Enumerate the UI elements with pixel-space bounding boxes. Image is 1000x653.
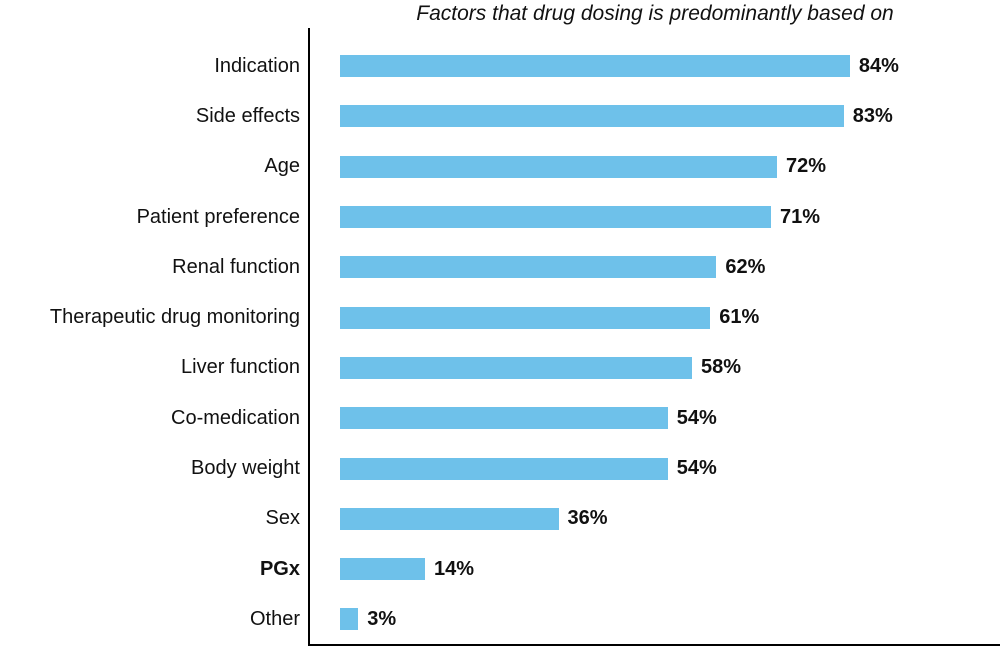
value-label: 54% [676,406,717,429]
bar [340,256,717,279]
bar-row: Renal function 62% [0,242,1000,292]
bar-row: Other 3% [0,594,1000,644]
bar [340,105,844,128]
value-label: 58% [701,356,742,379]
bar-row: Liver function 58% [0,343,1000,393]
bar-area: 36% [310,507,1000,530]
bar-area: 83% [310,105,1000,128]
bar-area: 84% [310,55,1000,78]
bar [340,155,778,178]
bar-row: Age 72% [0,142,1000,192]
bar-row: PGx 14% [0,544,1000,594]
category-label: PGx [259,557,300,580]
bar [340,558,425,581]
bar-row: Indication 84% [0,41,1000,91]
bar [340,306,711,329]
bar-area: 54% [310,407,1000,430]
bar-row: Co-medication 54% [0,393,1000,443]
bar [340,55,850,78]
bar [340,407,668,430]
bar-area: 54% [310,457,1000,480]
value-label: 36% [567,507,608,530]
category-label: Renal function [172,255,300,278]
bar-area: 71% [310,206,1000,229]
chart-title: Factors that drug dosing is predominantl… [416,2,894,25]
bar-rows: Indication 84% Side effects 83% Age 72% Patien… [0,28,1000,645]
category-label: Age [264,155,300,178]
bar [340,206,771,229]
category-label: Co-medication [171,406,300,429]
x-axis-line [308,644,1000,646]
bar [340,507,559,530]
bar [340,457,668,480]
category-label: Patient preference [136,205,300,228]
value-label: 3% [367,607,397,630]
y-axis-line [308,28,310,646]
value-label: 61% [719,306,760,329]
bar-area: 3% [310,608,1000,631]
value-label: 72% [786,155,827,178]
category-label: Body weight [191,457,300,480]
value-label: 14% [433,557,474,580]
category-label: Side effects [195,104,300,127]
bar [340,356,693,379]
value-label: 62% [725,255,766,278]
bar-area: 58% [310,356,1000,379]
bar-area: 61% [310,306,1000,329]
bar-area: 14% [310,558,1000,581]
category-label: Indication [214,54,300,77]
bar-area: 72% [310,155,1000,178]
value-label: 54% [676,457,717,480]
bar-row: Therapeutic drug monitoring 61% [0,292,1000,342]
bar-area: 62% [310,256,1000,279]
category-label: Sex [265,507,300,530]
category-label: Therapeutic drug monitoring [49,306,300,329]
value-label: 71% [779,205,820,228]
value-label: 83% [852,104,893,127]
bar-row: Patient preference 71% [0,192,1000,242]
bar-row: Body weight 54% [0,443,1000,493]
bar [340,608,359,631]
category-label: Other [249,607,300,630]
bar-row: Sex 36% [0,494,1000,544]
category-label: Liver function [181,356,300,379]
value-label: 84% [858,54,899,77]
bar-row: Side effects 83% [0,91,1000,141]
